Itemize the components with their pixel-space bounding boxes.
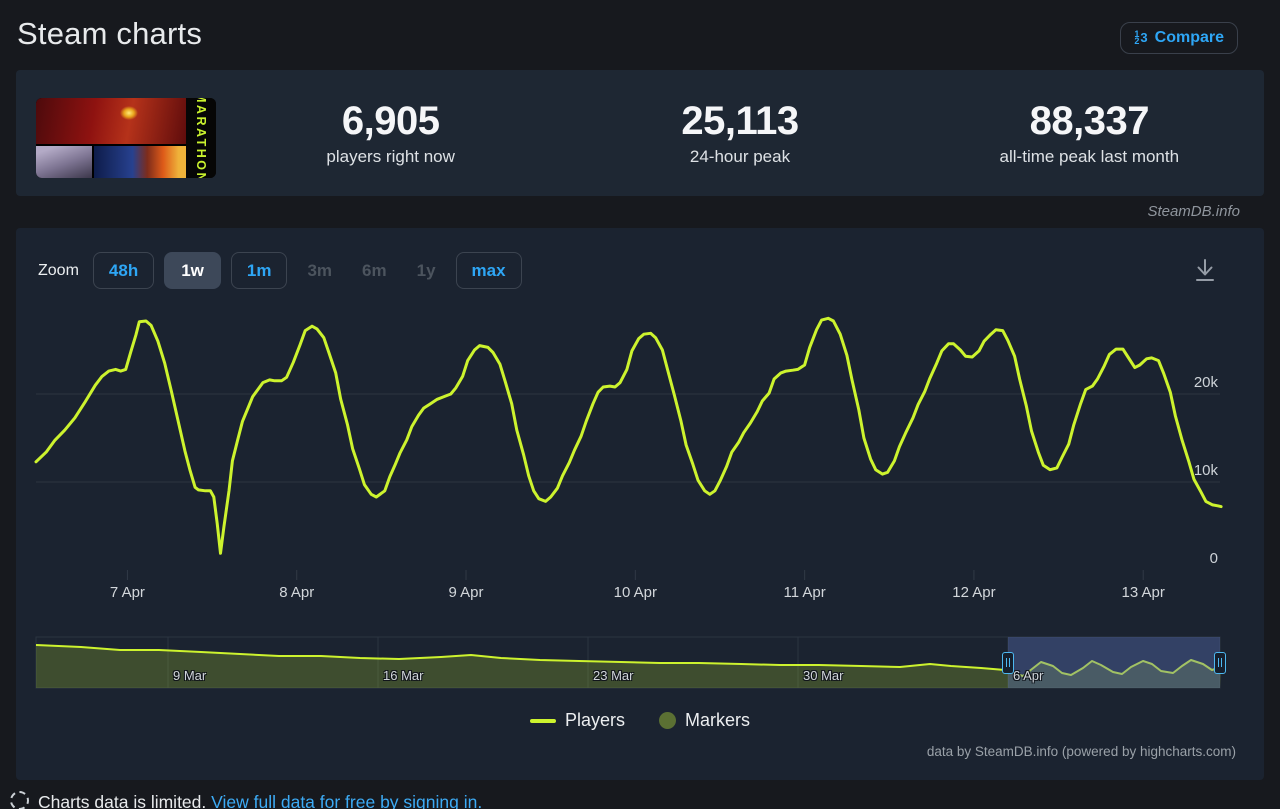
game-logo: MARATHON xyxy=(186,98,216,178)
chart-legend: Players Markers xyxy=(16,710,1264,731)
lamp-glow xyxy=(120,106,138,121)
zoom-6m-button: 6m xyxy=(352,252,397,289)
legend-players-label: Players xyxy=(564,710,625,730)
y-axis-label: 20k xyxy=(1193,374,1218,391)
navigator-date-label: 9 Mar xyxy=(173,668,207,683)
game-art-face xyxy=(36,146,92,178)
x-axis-label: 10 Apr xyxy=(613,584,657,601)
stat-players-now: 6,905 players right now xyxy=(216,70,565,196)
zoom-1y-button: 1y xyxy=(407,252,446,289)
game-logo-text: MARATHON xyxy=(194,98,208,178)
x-axis-label: 9 Apr xyxy=(448,584,484,601)
zoom-max-button[interactable]: max xyxy=(455,252,522,289)
compare-123-icon: 1 2 3 xyxy=(1134,29,1148,46)
stat-alltime-peak: 88,337 all-time peak last month xyxy=(915,70,1264,196)
x-axis-label: 11 Apr xyxy=(783,584,826,601)
players-now-label: players right now xyxy=(326,147,455,166)
navigator-date-label: 23 Mar xyxy=(593,668,634,683)
download-chart-button[interactable] xyxy=(1190,256,1220,286)
navigator-selected-range[interactable] xyxy=(1008,637,1220,688)
navigator-date-label: 30 Mar xyxy=(803,668,844,683)
navigator-area-fill xyxy=(36,645,1221,688)
compare-button-label: Compare xyxy=(1154,29,1224,46)
players-line-swatch-icon xyxy=(529,718,556,723)
compare-icon-digit: 1 xyxy=(1134,29,1140,39)
zoom-48h-button[interactable]: 48h xyxy=(92,252,155,289)
stat-24h-peak: 25,113 24-hour peak xyxy=(565,70,914,196)
zoom-toolbar: Zoom 48h 1w 1m 3m 6m 1y max xyxy=(38,252,522,289)
players-series-line[interactable] xyxy=(34,316,1223,555)
signin-link[interactable]: View full data for free by signing in. xyxy=(211,792,483,809)
compare-icon-digit: 2 xyxy=(1134,36,1140,46)
x-axis-label: 7 Apr xyxy=(109,584,145,601)
alltime-peak-label: all-time peak last month xyxy=(999,147,1180,166)
compare-button[interactable]: 1 2 3 Compare xyxy=(1120,22,1238,54)
navigator-date-label: 16 Mar xyxy=(383,668,424,683)
page-title: Steam charts xyxy=(17,16,203,51)
players-now-value: 6,905 xyxy=(341,99,440,143)
download-icon xyxy=(1196,259,1214,281)
x-axis-label: 13 Apr xyxy=(1121,584,1165,601)
navigator-series-line xyxy=(35,644,1222,677)
game-art xyxy=(36,98,186,178)
x-axis-label: 12 Apr xyxy=(952,584,996,601)
legend-item-markers[interactable]: Markers xyxy=(659,710,750,731)
limited-data-text: Charts data is limited. xyxy=(38,792,207,809)
navigator-right-handle[interactable] xyxy=(1214,651,1226,674)
legend-markers-label: Markers xyxy=(685,710,751,730)
peak-24h-value: 25,113 xyxy=(681,99,799,143)
y-axis-label: 0 xyxy=(1209,550,1218,567)
legend-item-players[interactable]: Players xyxy=(529,710,625,731)
zoom-label: Zoom xyxy=(38,261,79,279)
zoom-1m-button[interactable]: 1m xyxy=(230,252,288,289)
navigator-left-handle[interactable] xyxy=(1002,651,1014,674)
zoom-3m-button: 3m xyxy=(297,252,342,289)
peak-24h-label: 24-hour peak xyxy=(689,147,791,166)
game-art-top xyxy=(36,98,186,144)
chart-panel: Zoom 48h 1w 1m 3m 6m 1y max 0 10k 20k 7 Apr… xyxy=(16,228,1264,780)
game-capsule-image[interactable]: MARATHON xyxy=(36,98,216,178)
markers-dot-swatch-icon xyxy=(659,712,676,729)
navigator-date-label: 6 Apr xyxy=(1013,668,1044,683)
x-axis-label: 8 Apr xyxy=(279,584,315,601)
compare-icon-digit: 3 xyxy=(1140,29,1148,45)
stats-panel: MARATHON 6,905 players right now 25,113 … xyxy=(16,70,1264,196)
game-art-action xyxy=(94,146,186,178)
limited-data-notice-row: Charts data is limited. View full data f… xyxy=(0,788,1280,809)
players-chart[interactable] xyxy=(16,228,1264,780)
y-axis-label: 10k xyxy=(1193,462,1218,479)
steamdb-watermark: SteamDB.info xyxy=(1147,203,1240,220)
loading-spinner-icon xyxy=(10,791,29,809)
chart-attribution: data by SteamDB.info (powered by highcha… xyxy=(926,744,1236,759)
alltime-peak-value: 88,337 xyxy=(1029,99,1150,143)
zoom-1w-button[interactable]: 1w xyxy=(164,252,221,289)
